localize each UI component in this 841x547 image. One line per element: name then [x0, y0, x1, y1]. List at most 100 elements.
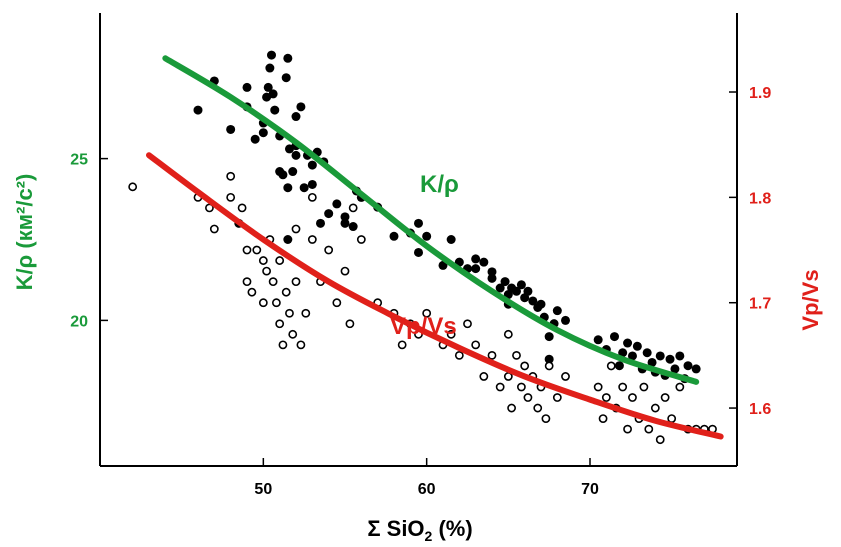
filled-point: [487, 267, 497, 277]
filled-point: [446, 235, 456, 244]
open-point: [495, 382, 505, 392]
filled-point: [655, 351, 665, 361]
x-axis-label-subscript: 2: [425, 528, 433, 544]
open-point: [561, 372, 570, 381]
open-point: [205, 203, 214, 213]
filled-point: [487, 273, 497, 283]
open-point: [278, 340, 288, 350]
x-axis-label: Σ SiO2 (%): [367, 516, 472, 544]
filled-point: [268, 89, 278, 99]
filled-point: [614, 361, 624, 371]
filled-point: [299, 183, 309, 193]
open-point: [209, 224, 219, 234]
open-point: [291, 224, 301, 234]
open-point: [242, 245, 252, 255]
open-point: [296, 340, 306, 350]
filled-point: [670, 364, 680, 374]
open-point: [307, 235, 317, 244]
x-tick-label: 70: [581, 481, 599, 498]
filled-point: [348, 222, 358, 232]
open-point: [512, 350, 521, 360]
filled-point: [278, 170, 288, 180]
filled-point: [288, 167, 298, 177]
filled-point: [270, 105, 280, 115]
filled-point: [340, 218, 350, 228]
filled-point: [512, 286, 521, 296]
open-point: [271, 298, 281, 308]
open-point: [446, 329, 456, 339]
series-label-vp-vs: Vp/Vs: [390, 313, 457, 340]
open-point: [533, 403, 543, 413]
filled-point: [283, 183, 293, 193]
filled-point: [528, 296, 538, 306]
open-point: [503, 329, 513, 339]
open-point: [262, 266, 271, 276]
filled-point: [316, 218, 325, 228]
filled-point: [267, 50, 276, 60]
filled-point: [291, 150, 301, 160]
filled-point: [283, 53, 293, 63]
x-tick-label: 60: [418, 481, 436, 498]
open-point: [356, 235, 366, 244]
x-axis-label-suffix: (%): [432, 516, 472, 541]
filled-point: [324, 209, 334, 219]
filled-point: [561, 315, 570, 325]
open-point: [655, 435, 665, 445]
open-point: [324, 245, 334, 255]
open-point: [660, 393, 670, 402]
open-point: [285, 308, 294, 318]
filled-point: [414, 247, 423, 257]
filled-point: [414, 218, 423, 228]
open-point: [301, 308, 311, 318]
open-point: [128, 182, 138, 192]
filled-point: [281, 73, 291, 83]
open-point: [258, 256, 268, 265]
open-point: [618, 382, 628, 392]
x-tick-label: 50: [254, 481, 272, 498]
right-y-tick-label: 1.9: [749, 85, 771, 102]
filled-point: [610, 332, 619, 342]
filled-point: [642, 348, 652, 358]
filled-point: [495, 283, 505, 293]
open-point: [479, 372, 489, 381]
open-point: [291, 277, 301, 287]
open-point: [541, 414, 551, 423]
fit-line-vp-vs: [146, 152, 724, 440]
filled-point: [544, 332, 554, 342]
open-point: [601, 393, 611, 402]
open-point: [552, 393, 562, 402]
open-point: [307, 192, 317, 202]
open-point: [598, 414, 608, 423]
fit-line-k-rho: [162, 55, 700, 385]
open-point: [593, 382, 603, 392]
open-point: [275, 256, 285, 265]
open-point: [332, 298, 342, 308]
open-point: [252, 245, 262, 255]
filled-point: [307, 160, 317, 170]
filled-point: [242, 82, 252, 92]
open-point: [288, 329, 298, 339]
open-point: [606, 361, 616, 371]
open-point: [650, 403, 660, 413]
open-point: [667, 414, 677, 423]
filled-point: [665, 354, 675, 364]
filled-point: [632, 341, 642, 351]
open-point: [348, 203, 358, 213]
open-point: [340, 266, 350, 276]
filled-point: [422, 231, 432, 241]
filled-point: [193, 105, 203, 115]
open-point: [422, 308, 432, 318]
open-point: [628, 393, 637, 402]
filled-point: [291, 112, 301, 122]
filled-point: [544, 354, 554, 364]
right-y-axis-label: Vp/Vs: [798, 269, 823, 330]
filled-point: [523, 286, 533, 296]
open-point: [507, 403, 516, 413]
open-point: [247, 287, 257, 297]
filled-point: [516, 280, 526, 290]
open-point: [544, 361, 554, 371]
filled-point: [500, 277, 510, 287]
left-y-tick-label: 20: [70, 313, 88, 330]
filled-point: [307, 179, 317, 189]
filled-point: [618, 348, 628, 358]
